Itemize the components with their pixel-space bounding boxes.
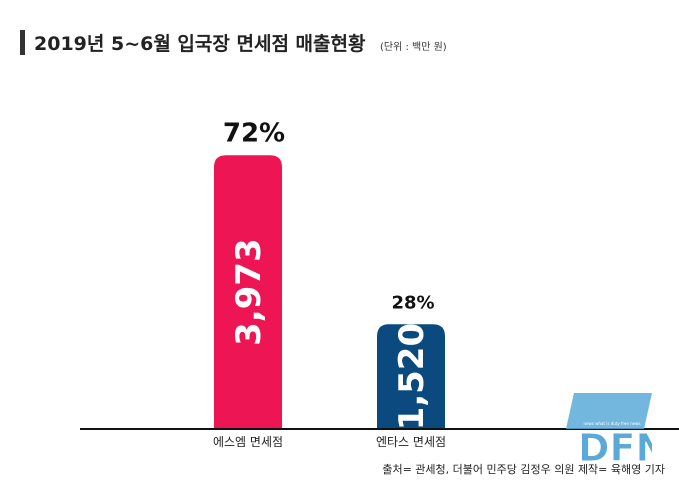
bar-2 bbox=[377, 324, 445, 429]
dfn-logo: DFN news what is duty free news bbox=[566, 391, 668, 471]
unit-note: (단위 : 백만 원) bbox=[380, 42, 447, 53]
share-label-1: 72% bbox=[223, 118, 285, 148]
bar-value-label-2: 1,520 bbox=[392, 323, 432, 431]
bar-value-label-1: 3,973 bbox=[229, 238, 269, 346]
category-label-1: 에스엠 면세점 bbox=[213, 435, 283, 449]
title-accent-bar bbox=[20, 30, 25, 55]
share-label-2: 28% bbox=[391, 292, 434, 313]
svg-text:news what is duty free news: news what is duty free news bbox=[584, 421, 641, 426]
chart-title: 2019년 5~6월 입국장 면세점 매출현황 bbox=[34, 33, 366, 55]
source-note: 출처= 관세청, 더불어 민주당 김정우 의원 제작= 육해영 기자 bbox=[382, 463, 665, 476]
bar-1 bbox=[214, 155, 282, 429]
category-label-2: 엔타스 면세점 bbox=[376, 435, 446, 449]
